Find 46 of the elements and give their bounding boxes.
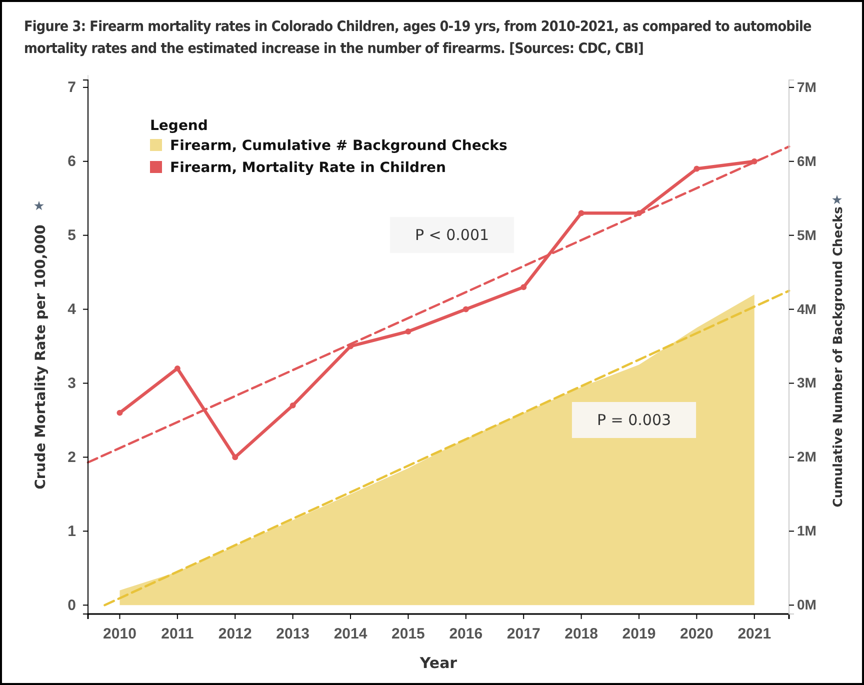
x-tick-label: 2014	[334, 626, 368, 642]
y2-tick-label: 1M	[797, 522, 816, 539]
point	[520, 284, 527, 290]
point	[232, 454, 238, 460]
legend-label: Firearm, Mortality Rate in Children	[170, 160, 446, 176]
y-tick-label: 6	[68, 153, 76, 170]
y2-tick-label: 7M	[797, 78, 816, 95]
y-axis-title: Crude Mortality Rate per 100,000	[33, 224, 49, 490]
point	[462, 306, 469, 312]
y2-tick-label: 4M	[797, 300, 816, 317]
x-tick-label: 2017	[506, 626, 540, 642]
x-axis-title: Year	[418, 654, 458, 672]
y2-tick-label: 0M	[797, 596, 816, 613]
point	[174, 365, 180, 372]
x-tick-label: 2018	[564, 626, 598, 642]
y2-axis-title: Cumulative Number of Background Checks	[830, 206, 845, 508]
y-tick-label: 4	[68, 301, 77, 318]
y2-tick-label: 5M	[797, 226, 816, 243]
x-tick-label: 2012	[218, 626, 252, 642]
x-tick-label: 2019	[622, 626, 656, 642]
y-tick-label: 3	[68, 375, 76, 392]
chart-title: Figure 3: Firearm mortality rates in Colorado Children, ages 0-19 yrs, from 2010-2021, as compared to automobile mortality rates and the estimated increase in the number of firearms. [Sources: CDC, CBI]	[24, 18, 812, 59]
annotation: P = 0.003	[596, 411, 672, 429]
x-tick-label: 2021	[738, 626, 772, 642]
x-tick-label: 2013	[276, 626, 310, 642]
legend-title: Legend	[150, 118, 208, 134]
x-tick-label: 2010	[103, 626, 136, 642]
x-tick-label: 2015	[392, 626, 425, 642]
point	[116, 410, 123, 416]
y-tick-label: 7	[68, 79, 76, 96]
y2-tick-label: 3M	[797, 374, 816, 391]
y-tick-label: 2	[68, 449, 76, 466]
x-tick-label: 2011	[161, 626, 194, 642]
y2-tick-label: 6M	[797, 152, 816, 169]
point	[290, 402, 296, 408]
point	[578, 210, 584, 216]
y-tick-label: 1	[68, 522, 76, 540]
y-tick-label: 0	[68, 596, 76, 614]
y2-tick-label: 2M	[797, 448, 816, 465]
point	[405, 328, 412, 334]
x-tick-label: 2016	[449, 626, 483, 642]
y-tick-label: 5	[68, 227, 76, 244]
point	[694, 166, 700, 172]
annotation: P < 0.001	[414, 226, 490, 244]
legend-label: Firearm, Cumulative # Background Checks	[170, 138, 508, 154]
x-tick-label: 2020	[680, 626, 714, 642]
